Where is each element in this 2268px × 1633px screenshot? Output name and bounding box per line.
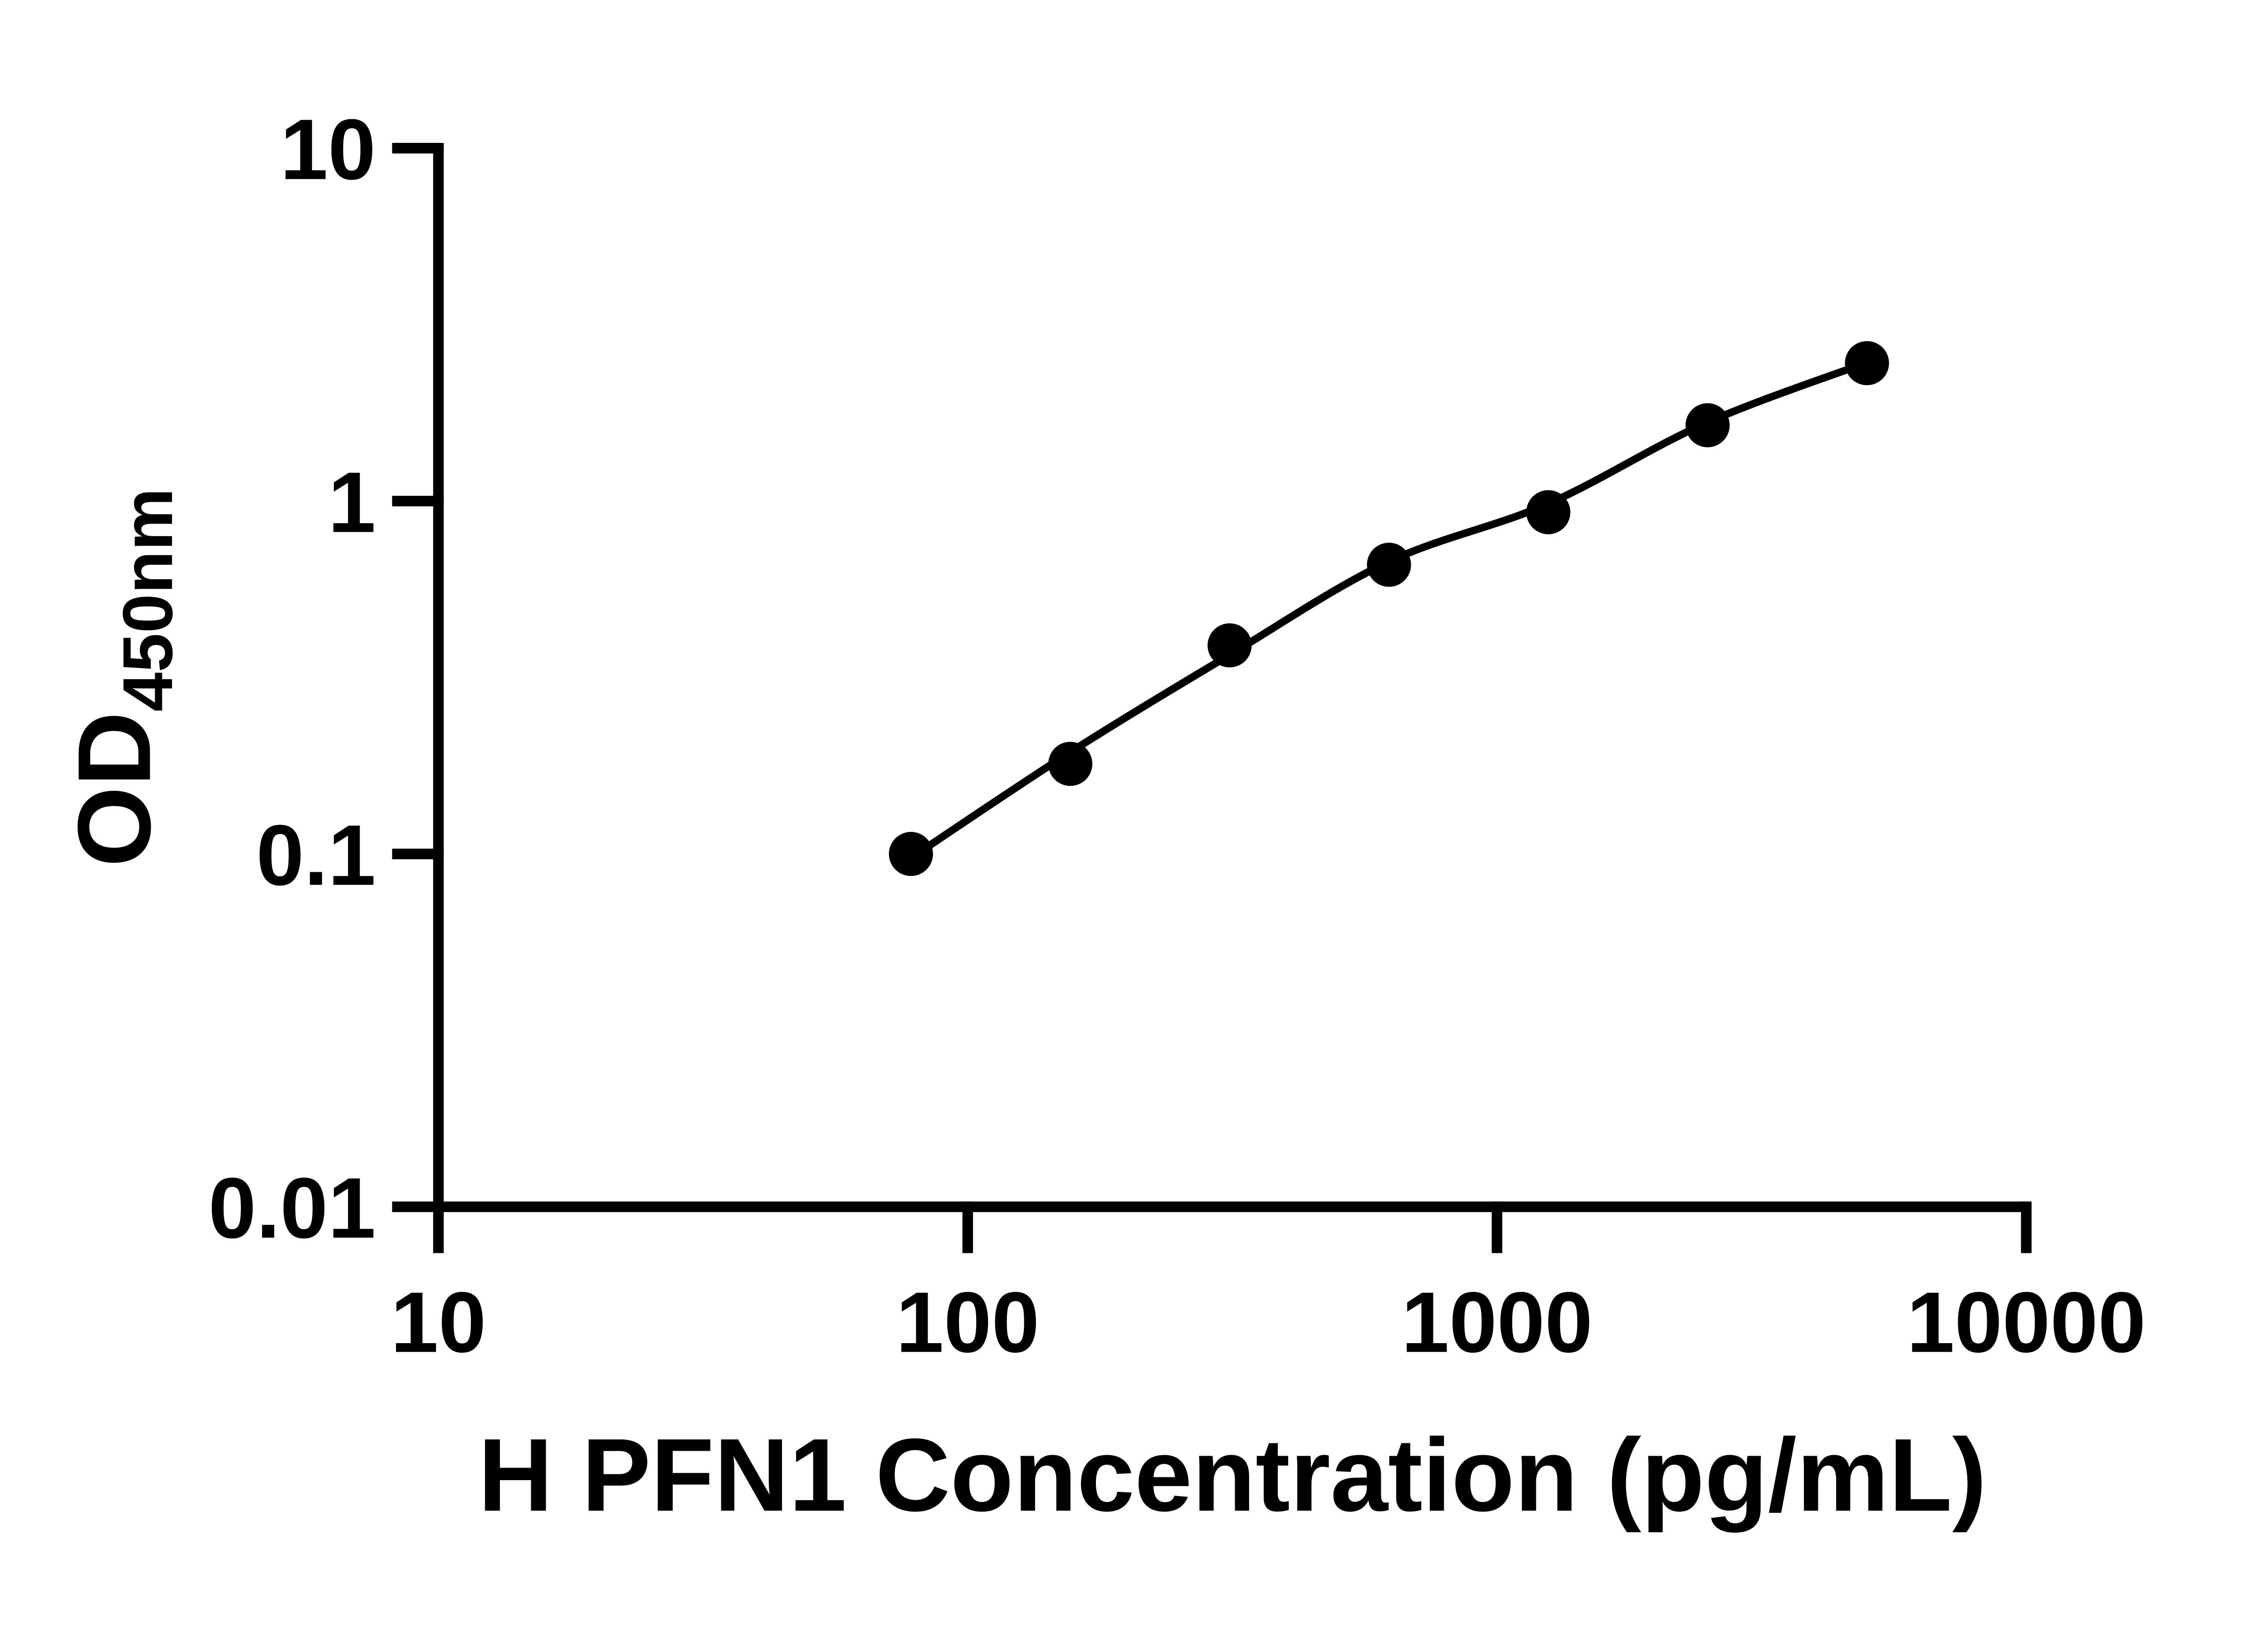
data-point-marker [1685,403,1730,448]
axes [392,143,2032,1253]
x-tick-label: 100 [896,1274,1039,1370]
y-tick-label: 1 [328,455,376,551]
data-point-marker [1367,543,1411,587]
x-tick-label: 1000 [1401,1274,1593,1370]
y-tick-label: 0.1 [256,807,376,904]
data-point-marker [1048,742,1093,786]
y-tick-labels: 10 1 0.1 0.01 [208,102,376,1257]
x-tick-labels: 10 100 1000 10000 [391,1274,2146,1370]
x-tick-label: 10 [391,1274,486,1370]
x-tick-label: 10000 [1906,1274,2146,1370]
y-axis-title-main: OD [57,712,172,867]
data-point-marker [1845,341,1889,386]
chart-canvas: 10 100 1000 10000 10 1 0.1 0.01 H PFN1 Concent… [56,101,2146,1533]
x-axis-title: H PFN1 Concentration (pg/mL) [478,1417,1987,1533]
y-axis-title-subscript: 450nm [108,488,187,712]
y-tick-label: 10 [280,102,376,198]
data-point-marker [1526,490,1570,534]
data-points [889,341,1889,876]
y-tick-label: 0.01 [208,1160,376,1257]
y-axis-title: OD450nm [57,488,187,867]
data-point-marker [1207,623,1252,668]
data-point-marker [889,831,933,876]
elisa-standard-curve-figure: 10 100 1000 10000 10 1 0.1 0.01 H PFN1 Concent… [56,101,2146,1533]
